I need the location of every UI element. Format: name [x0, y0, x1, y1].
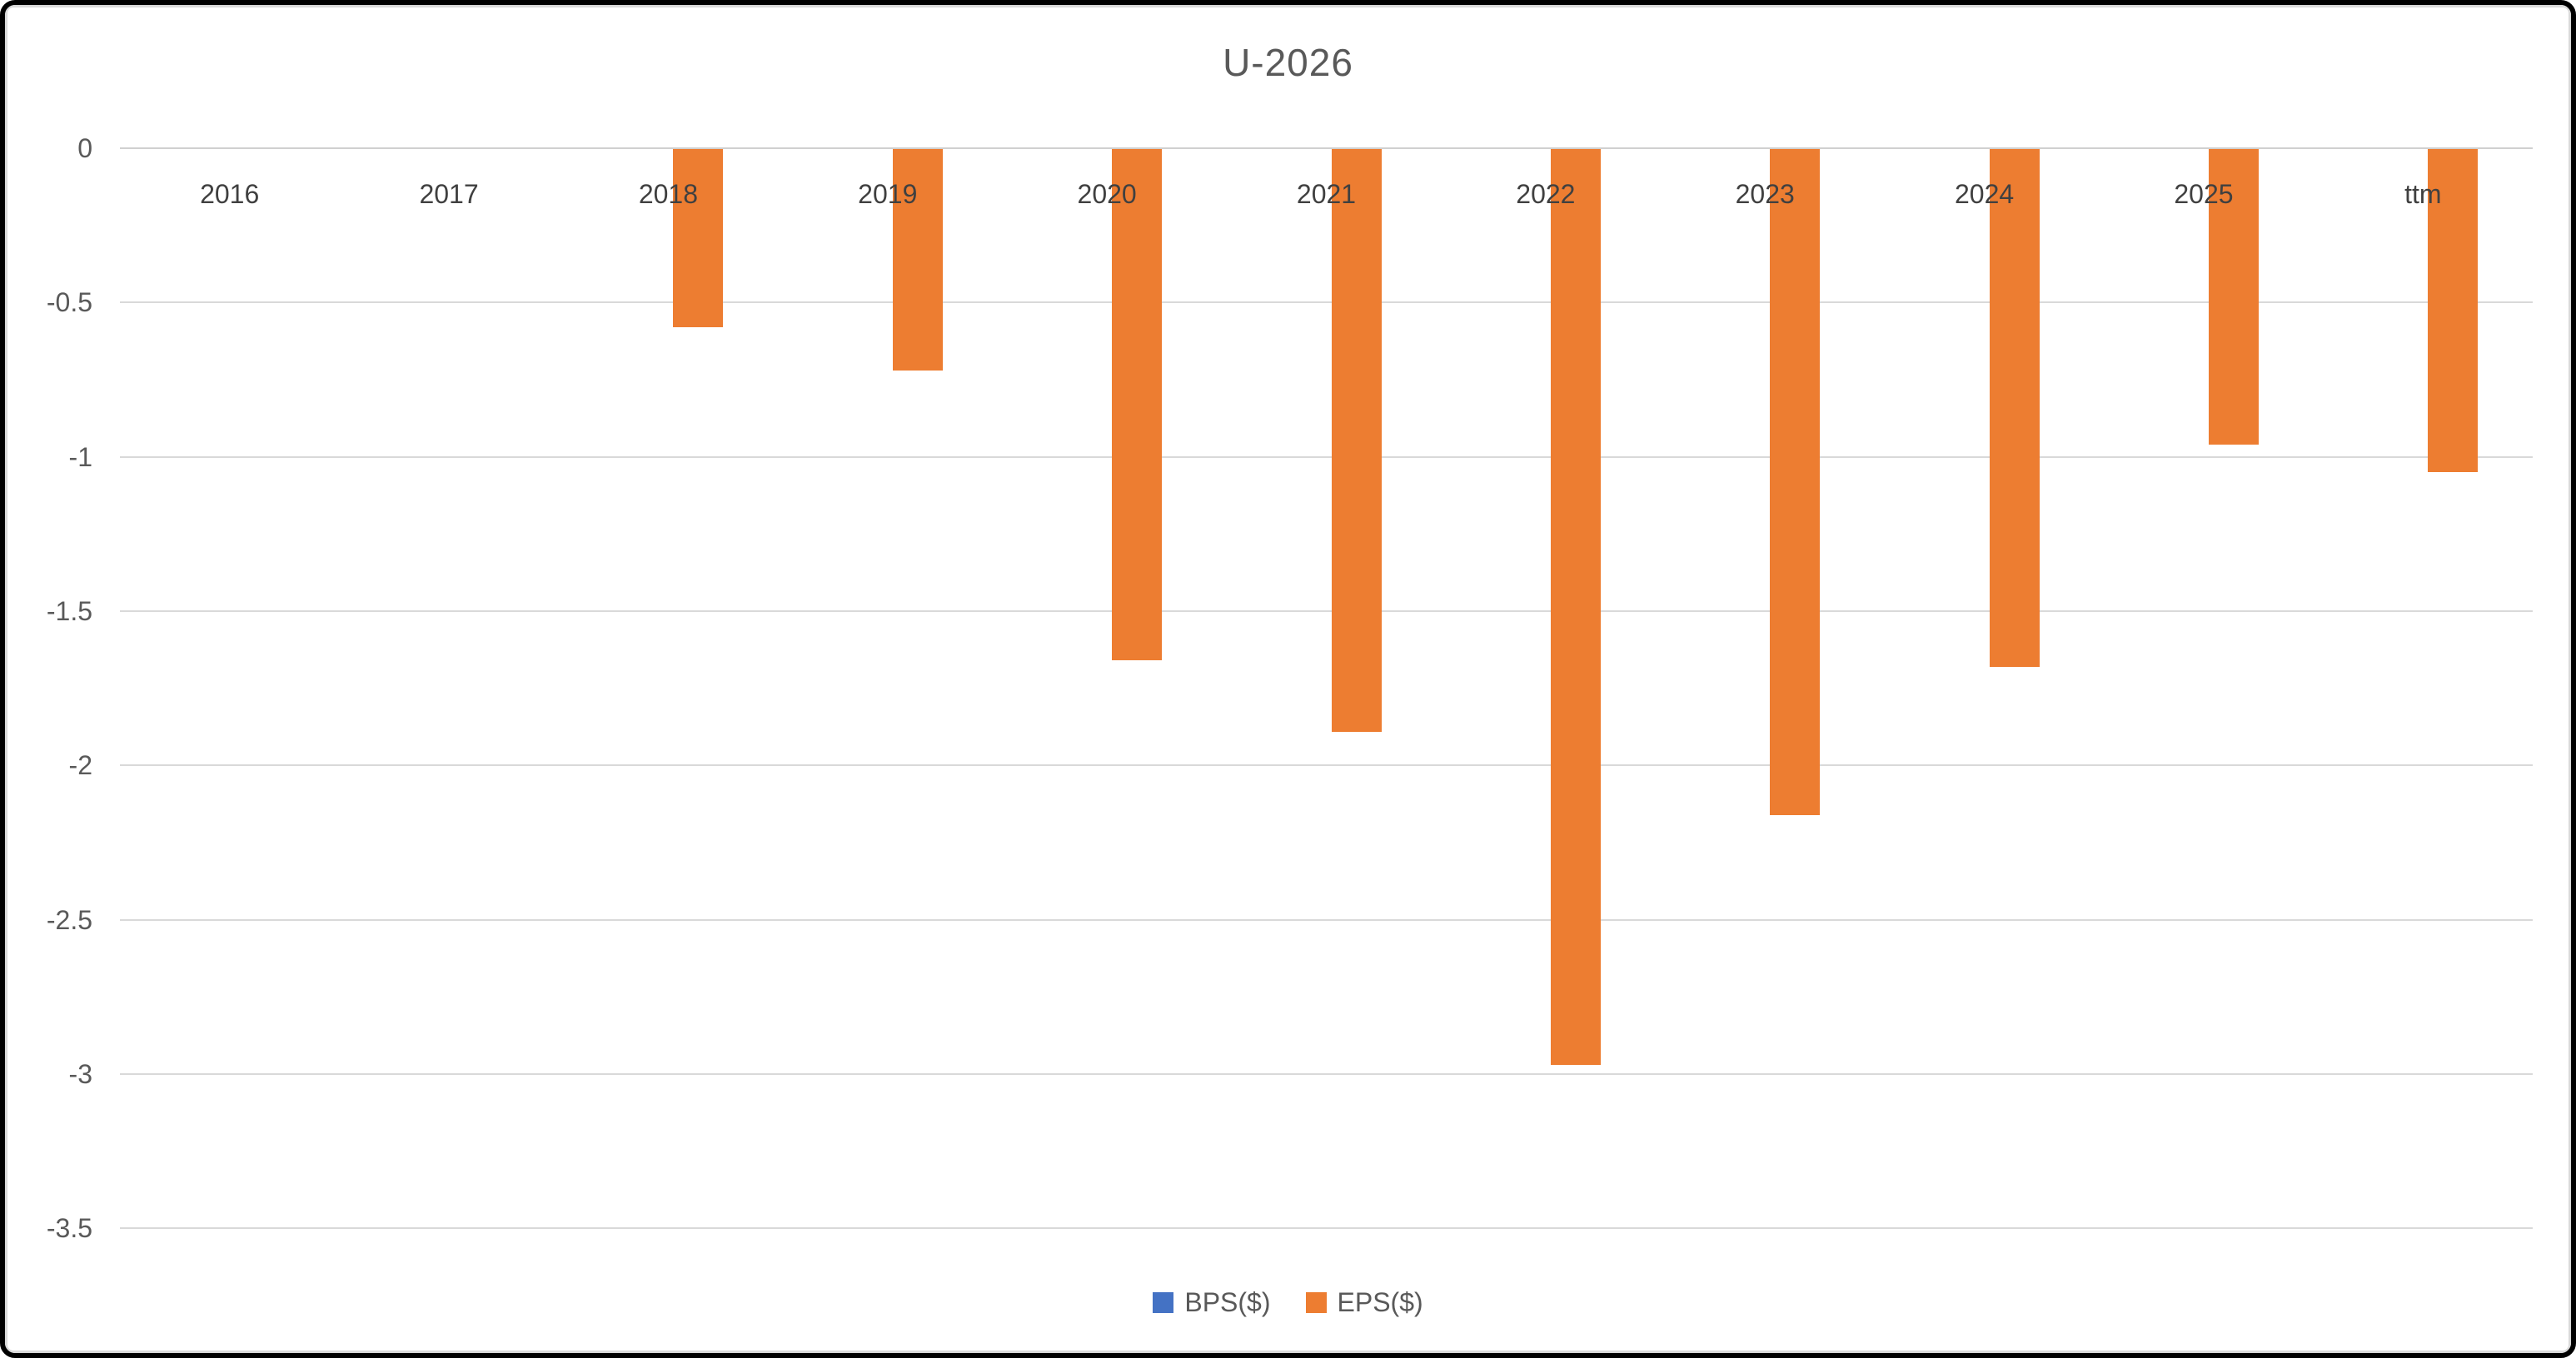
gridline: [120, 301, 2533, 304]
y-tick-label: -3: [68, 1059, 92, 1090]
bar-eps-2021: [1331, 149, 1382, 732]
bar-eps-2022: [1550, 149, 1601, 1065]
x-category-label: 2025: [2174, 179, 2234, 209]
bar-eps-2020: [1112, 149, 1163, 661]
legend-item-eps: EPS($): [1305, 1286, 1423, 1318]
y-tick-label: 0: [77, 133, 92, 163]
x-category-label: 2017: [419, 179, 479, 209]
y-tick-label: -3.5: [46, 1213, 92, 1244]
bar-eps-2024: [1989, 149, 2040, 667]
legend: BPS($) EPS($): [5, 1282, 2571, 1322]
y-tick-label: -2: [68, 750, 92, 781]
legend-item-bps: BPS($): [1153, 1286, 1271, 1318]
plot-area: 0 -0.5 -1 -1.5 -2 -2.5 -3 -3.5 2016 2017 2018 2019 2…: [5, 5, 2571, 1353]
bar-eps-ttm: [2428, 149, 2479, 473]
y-tick-label: -1: [68, 441, 92, 472]
x-category-label: 2016: [200, 179, 260, 209]
gridline: [120, 455, 2533, 458]
bar-eps-2025: [2208, 149, 2259, 445]
legend-swatch-icon: [1305, 1291, 1327, 1313]
gridline: [120, 1227, 2533, 1230]
x-category-label: 2018: [638, 179, 698, 209]
y-tick-label: -0.5: [46, 287, 92, 318]
y-tick-label: -1.5: [46, 596, 92, 627]
legend-label: BPS($): [1184, 1286, 1271, 1317]
x-category-label: 2020: [1077, 179, 1137, 209]
x-category-label: 2021: [1296, 179, 1357, 209]
legend-label: EPS($): [1337, 1286, 1423, 1317]
gridline: [120, 1073, 2533, 1076]
legend-swatch-icon: [1153, 1291, 1174, 1313]
x-category-label: 2024: [1954, 179, 2015, 209]
x-category-label: ttm: [2404, 179, 2442, 209]
zero-axis-line: [120, 147, 2533, 149]
x-category-label: 2019: [858, 179, 918, 209]
bar-eps-2019: [892, 149, 943, 371]
x-category-label: 2023: [1735, 179, 1795, 209]
y-tick-label: -2.5: [46, 904, 92, 935]
gridline: [120, 918, 2533, 921]
bar-eps-2018: [673, 149, 724, 327]
x-category-label: 2022: [1516, 179, 1576, 209]
gridline: [120, 610, 2533, 613]
bar-eps-2023: [1770, 149, 1821, 815]
gridline: [120, 764, 2533, 767]
chart-title: U-2026: [1223, 41, 1353, 84]
